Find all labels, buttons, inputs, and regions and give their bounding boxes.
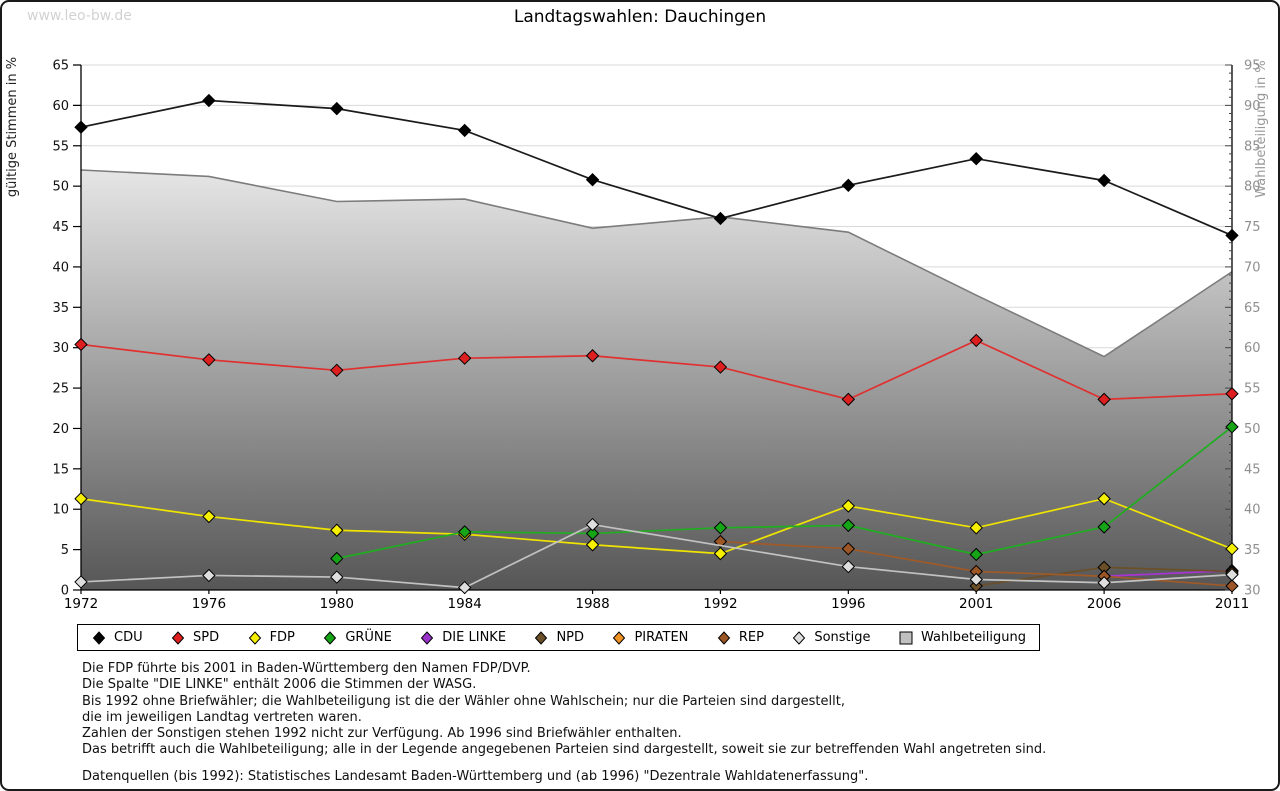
svg-text:60: 60 xyxy=(1244,341,1261,356)
svg-text:15: 15 xyxy=(52,462,69,477)
svg-text:gültige Stimmen in %: gültige Stimmen in % xyxy=(5,57,20,197)
svg-text:70: 70 xyxy=(1244,260,1261,275)
footnote-line: Bis 1992 ohne Briefwähler; die Wahlbetei… xyxy=(82,693,845,709)
footnote-line: Das betrifft auch die Wahlbeteiligung; a… xyxy=(82,742,1047,758)
watermark: www.leo-bw.de xyxy=(27,8,132,24)
svg-text:35: 35 xyxy=(52,301,69,316)
legend-square-icon xyxy=(898,630,914,646)
legend-diamond-icon xyxy=(611,630,627,646)
footnote-line: die im jeweiligen Landtag vertreten ware… xyxy=(82,709,362,725)
svg-text:1984: 1984 xyxy=(447,596,481,612)
svg-text:45: 45 xyxy=(52,220,69,235)
footnote-line: Die Spalte "DIE LINKE" enthält 2006 die … xyxy=(82,677,477,693)
svg-text:55: 55 xyxy=(52,139,69,154)
legend-label: GRÜNE xyxy=(345,630,392,645)
svg-text:30: 30 xyxy=(52,341,69,356)
legend-label: Wahlbeteiligung xyxy=(920,630,1026,645)
svg-text:1976: 1976 xyxy=(192,596,226,612)
legend-diamond-icon xyxy=(419,630,435,646)
svg-text:2011: 2011 xyxy=(1215,596,1249,612)
svg-text:2001: 2001 xyxy=(959,596,993,612)
svg-text:25: 25 xyxy=(52,382,69,397)
svg-text:5: 5 xyxy=(61,543,69,558)
legend-label: SPD xyxy=(193,630,220,645)
svg-text:30: 30 xyxy=(1244,584,1261,599)
svg-text:10: 10 xyxy=(52,503,69,518)
legend-item-fdp: FDP xyxy=(247,630,295,646)
footnote-spacer xyxy=(82,759,1046,769)
svg-text:80: 80 xyxy=(1244,180,1261,195)
legend-diamond-icon xyxy=(533,630,549,646)
svg-text:1980: 1980 xyxy=(320,596,354,612)
svg-text:20: 20 xyxy=(52,422,69,437)
legend-label: PIRATEN xyxy=(634,630,689,645)
legend-diamond-icon xyxy=(247,630,263,646)
svg-text:50: 50 xyxy=(1244,422,1261,437)
legend-item-grüne: GRÜNE xyxy=(322,630,392,646)
svg-text:60: 60 xyxy=(52,99,69,114)
svg-text:Wahlbeteiligung in %: Wahlbeteiligung in % xyxy=(1254,60,1269,197)
svg-text:50: 50 xyxy=(52,180,69,195)
chart-canvas: 0 5 10 15 20 25 30 35 40 45 50 55 60 65 30 35 40 45 50 55 60… xyxy=(2,2,1278,622)
legend-item-wahlbeteiligung: Wahlbeteiligung xyxy=(898,630,1026,646)
svg-text:0: 0 xyxy=(61,584,69,599)
svg-text:1988: 1988 xyxy=(575,596,609,612)
legend-item-piraten: PIRATEN xyxy=(611,630,688,646)
legend-diamond-icon xyxy=(791,630,807,646)
svg-text:55: 55 xyxy=(1244,382,1261,397)
legend-item-sonstige: Sonstige xyxy=(791,630,871,646)
legend-label: Sonstige xyxy=(814,630,871,645)
chart-title: Landtagswahlen: Dauchingen xyxy=(513,7,767,27)
legend-diamond-icon xyxy=(170,630,186,646)
svg-text:95: 95 xyxy=(1244,59,1261,74)
legend-diamond-icon xyxy=(91,630,107,646)
footnote-line: Die FDP führte bis 2001 in Baden-Württem… xyxy=(82,661,531,676)
legend-item-npd: NPD xyxy=(533,630,584,646)
legend: CDU SPD FDP GRÜNE DIE LINKE NPD PIRATEN REP Sons… xyxy=(77,624,1040,651)
svg-text:75: 75 xyxy=(1244,220,1261,235)
svg-text:40: 40 xyxy=(1244,503,1261,518)
legend-label: CDU xyxy=(114,630,143,645)
svg-text:65: 65 xyxy=(52,59,69,74)
svg-text:90: 90 xyxy=(1244,99,1261,114)
legend-diamond-icon xyxy=(322,630,338,646)
svg-text:1972: 1972 xyxy=(64,596,98,612)
legend-item-cdu: CDU xyxy=(91,630,143,646)
svg-text:40: 40 xyxy=(52,260,69,275)
legend-label: FDP xyxy=(269,630,295,645)
legend-item-die-linke: DIE LINKE xyxy=(419,630,506,646)
footnote-line: Datenquellen (bis 1992): Statistisches L… xyxy=(82,768,869,784)
svg-text:45: 45 xyxy=(1244,462,1261,477)
legend-label: DIE LINKE xyxy=(442,630,507,645)
legend-item-spd: SPD xyxy=(170,630,219,646)
svg-text:35: 35 xyxy=(1244,543,1261,558)
svg-text:65: 65 xyxy=(1244,301,1261,316)
legend-label: NPD xyxy=(556,630,585,645)
legend-diamond-icon xyxy=(716,630,732,646)
svg-text:1992: 1992 xyxy=(703,596,737,612)
footnote-line: Zahlen der Sonstigen stehen 1992 nicht z… xyxy=(82,726,682,742)
footnotes: Die FDP führte bis 2001 in Baden-Württem… xyxy=(82,661,1046,785)
legend-label: REP xyxy=(738,630,764,645)
legend-item-rep: REP xyxy=(716,630,764,646)
svg-text:1996: 1996 xyxy=(831,596,865,612)
svg-text:85: 85 xyxy=(1244,139,1261,154)
svg-text:2006: 2006 xyxy=(1087,596,1121,612)
